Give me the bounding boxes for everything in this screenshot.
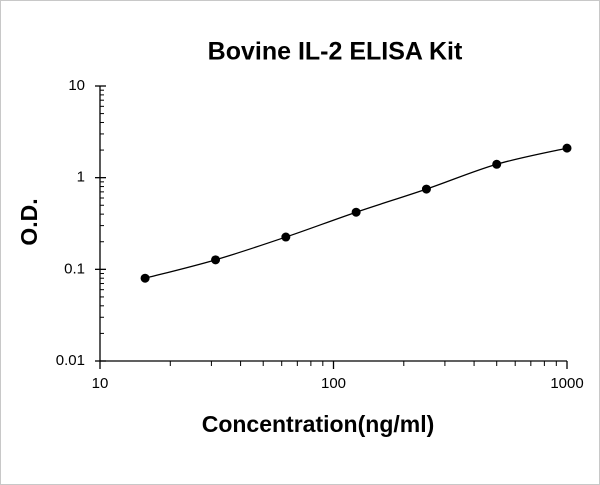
x-axis-label: Concentration(ng/ml) (202, 411, 435, 437)
chart-title: Bovine IL-2 ELISA Kit (208, 38, 463, 66)
data-point (140, 273, 150, 283)
x-tick-label: 1000 (550, 375, 583, 392)
y-tick-label: 0.1 (64, 260, 85, 277)
data-point (421, 184, 431, 194)
data-point (211, 255, 221, 265)
data-point (351, 207, 361, 217)
data-point (281, 232, 291, 242)
data-point (492, 159, 502, 169)
y-tick-label: 10 (68, 77, 85, 94)
y-tick-label: 0.01 (56, 352, 85, 369)
x-tick-label: 10 (92, 375, 109, 392)
data-point (562, 143, 572, 153)
y-tick-label: 1 (77, 169, 85, 186)
x-tick-label: 100 (321, 375, 346, 392)
y-axis-label: O.D. (16, 198, 42, 245)
